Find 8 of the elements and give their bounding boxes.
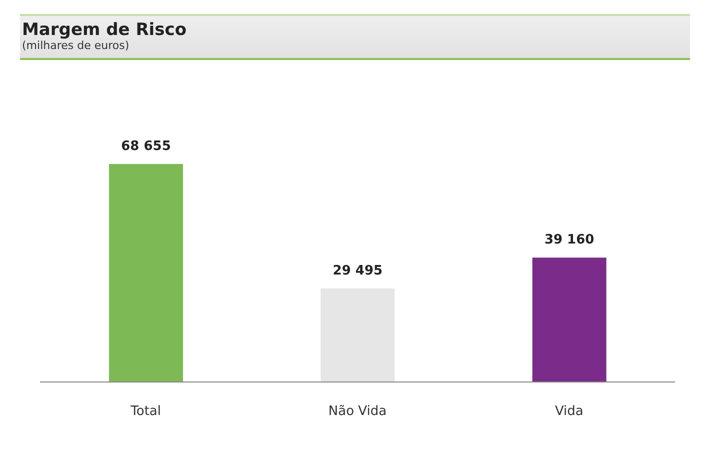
chart-subtitle: (milhares de euros) (22, 39, 130, 52)
x-tick-label: Vida (554, 404, 584, 420)
data-label: 39 160 (544, 232, 594, 248)
chart-title: Margem de Risco (22, 20, 188, 40)
x-tick-label: Total (130, 404, 162, 420)
data-label: 68 655 (121, 139, 171, 154)
x-tick-label: Não Vida (328, 404, 387, 420)
data-label: 29 495 (332, 263, 383, 278)
